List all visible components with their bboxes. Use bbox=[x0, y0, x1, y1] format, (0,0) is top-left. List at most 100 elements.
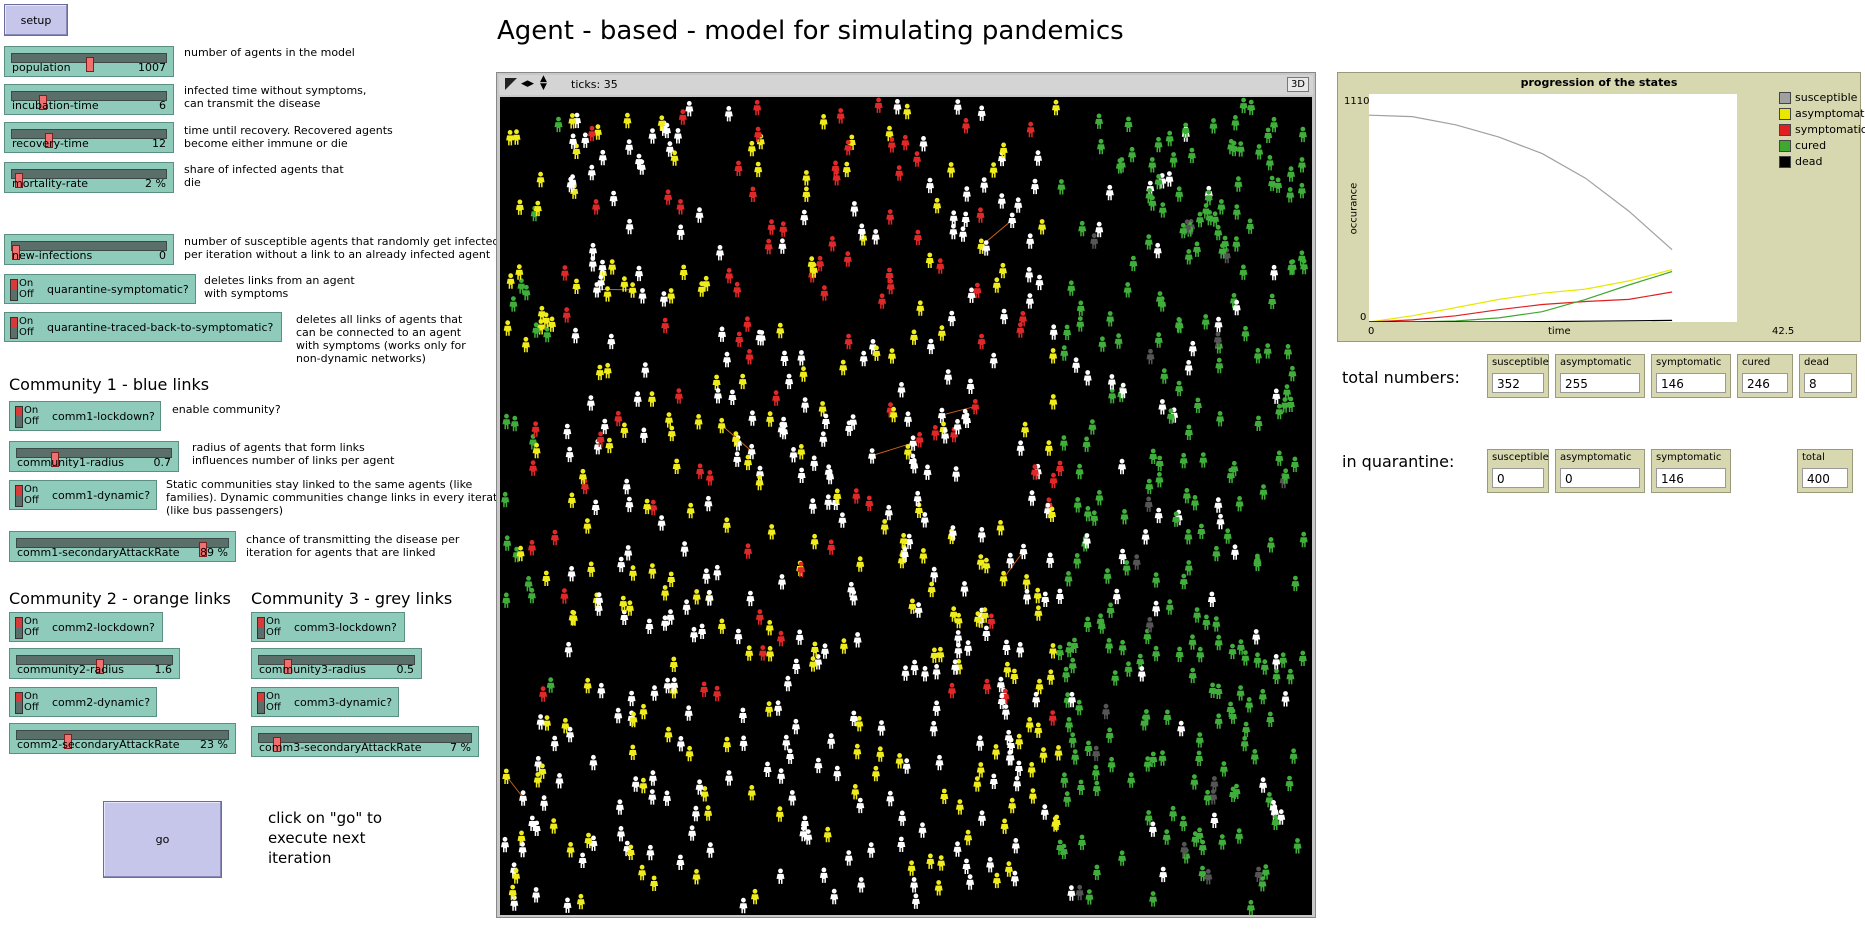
recovery-time-slider[interactable]: recovery-time 12 bbox=[4, 122, 174, 153]
slider-knob[interactable] bbox=[44, 133, 53, 148]
comm1-dynamic-switch[interactable]: On Off comm1-dynamic? bbox=[9, 480, 157, 510]
quarantine-traced-switch[interactable]: On Off quarantine-traced-back-to-symptoma… bbox=[4, 312, 282, 342]
slider-track bbox=[258, 733, 472, 752]
switch-label: comm3-dynamic? bbox=[294, 696, 393, 709]
note-comm1-lockdown: enable community? bbox=[172, 403, 281, 416]
comm1-lockdown-switch[interactable]: On Off comm1-lockdown? bbox=[9, 401, 161, 431]
setup-button[interactable]: setup bbox=[4, 4, 68, 36]
switch-toggle[interactable] bbox=[10, 317, 18, 339]
switch-label: quarantine-symptomatic? bbox=[47, 283, 189, 296]
slider-knob[interactable] bbox=[12, 245, 20, 260]
switch-toggle[interactable] bbox=[15, 692, 23, 714]
series-line-dead bbox=[1369, 319, 1673, 322]
switch-on-off-label: On Off bbox=[24, 484, 39, 506]
legend-cured: cured bbox=[1779, 139, 1826, 152]
slider-track bbox=[11, 91, 167, 110]
new-infections-slider[interactable]: new-infections 0 bbox=[4, 234, 174, 265]
series-line-symptomatic bbox=[1369, 291, 1673, 322]
community3-radius-slider[interactable]: community3-radius 0.5 bbox=[251, 648, 422, 679]
slider-value: 0 bbox=[159, 249, 166, 262]
slider-label: community3-radius bbox=[259, 663, 367, 676]
legend-asymptomatic: asymptomatic bbox=[1779, 107, 1865, 120]
page-title: Agent - based - model for simulating pan… bbox=[497, 16, 1124, 46]
total-symptomatic-monitor: symptomatic 146 bbox=[1651, 354, 1731, 398]
note-quarantine-traced: deletes all links of agents that can be … bbox=[296, 313, 466, 365]
slider-value: 6 bbox=[159, 99, 166, 112]
slider-track bbox=[258, 655, 415, 674]
comm3-dynamic-switch[interactable]: On Off comm3-dynamic? bbox=[251, 687, 399, 717]
slider-knob[interactable] bbox=[86, 57, 94, 72]
slider-track bbox=[16, 448, 172, 467]
community1-radius-slider[interactable]: community1-radius 0.7 bbox=[9, 441, 179, 472]
community3-header: Community 3 - grey links bbox=[251, 589, 453, 608]
switch-toggle[interactable] bbox=[10, 279, 18, 301]
monitor-label: symptomatic bbox=[1656, 357, 1722, 368]
slider-value: 2 % bbox=[145, 177, 166, 190]
total-cured-monitor: cured 246 bbox=[1737, 354, 1793, 398]
slider-label: comm3-secondaryAttackRate bbox=[259, 741, 422, 754]
note-recovery: time until recovery. Recovered agents be… bbox=[184, 124, 393, 150]
monitor-value: 0 bbox=[1560, 468, 1640, 488]
comm1-attack-rate-slider[interactable]: comm1-secondaryAttackRate 89 % bbox=[9, 531, 236, 562]
monitor-value: 352 bbox=[1492, 373, 1544, 393]
edit-shape-icon[interactable] bbox=[505, 78, 517, 90]
note-comm1-attack: chance of transmitting the disease per i… bbox=[246, 533, 460, 559]
switch-label: comm1-dynamic? bbox=[52, 489, 151, 502]
arrow-up-down-icon[interactable]: ▲ ▼ bbox=[540, 74, 547, 92]
note-quarantine-symptomatic: deletes links from an agent with symptom… bbox=[204, 274, 355, 300]
comm2-lockdown-switch[interactable]: On Off comm2-lockdown? bbox=[9, 612, 163, 642]
series-line-asymptomatic bbox=[1369, 269, 1673, 322]
switch-toggle[interactable] bbox=[15, 485, 23, 507]
series-line-susceptible bbox=[1369, 114, 1673, 251]
incubation-time-slider[interactable]: incubation-time 6 bbox=[4, 84, 174, 115]
monitor-label: susceptible bbox=[1492, 357, 1549, 368]
switch-on-off-label: On Off bbox=[19, 316, 34, 338]
population-slider[interactable]: population 1007 bbox=[4, 46, 174, 77]
monitor-value: 255 bbox=[1560, 373, 1640, 393]
slider-knob[interactable] bbox=[284, 659, 293, 674]
monitor-label: asymptomatic bbox=[1560, 452, 1632, 463]
slider-track bbox=[11, 129, 167, 148]
switch-on-off-label: On Off bbox=[24, 405, 39, 427]
legend-swatch bbox=[1779, 123, 1791, 136]
comm3-attack-rate-slider[interactable]: comm3-secondaryAttackRate 7 % bbox=[251, 726, 479, 757]
switch-toggle[interactable] bbox=[15, 406, 23, 428]
mortality-rate-slider[interactable]: mortality-rate 2 % bbox=[4, 162, 174, 193]
slider-label: comm2-secondaryAttackRate bbox=[17, 738, 180, 751]
comm2-dynamic-switch[interactable]: On Off comm2-dynamic? bbox=[9, 687, 157, 717]
slider-knob[interactable] bbox=[95, 659, 104, 674]
go-button[interactable]: go bbox=[103, 801, 222, 878]
switch-on-off-label: On Off bbox=[24, 616, 39, 638]
arrow-left-right-icon[interactable]: ◂▸ bbox=[521, 76, 535, 91]
quarantine-symptomatic-switch[interactable]: On Off quarantine-symptomatic? bbox=[4, 274, 196, 304]
agent-links bbox=[505, 219, 1024, 798]
switch-toggle[interactable] bbox=[15, 617, 23, 639]
community2-radius-slider[interactable]: community2-radius 1.6 bbox=[9, 648, 180, 679]
total-asymptomatic-monitor: asymptomatic 255 bbox=[1555, 354, 1645, 398]
legend-symptomatic: symptomatic bbox=[1779, 123, 1865, 136]
switch-on-off-label: On Off bbox=[266, 616, 281, 638]
quarantine-total-monitor: total 400 bbox=[1797, 449, 1853, 493]
slider-label: comm1-secondaryAttackRate bbox=[17, 546, 180, 559]
slider-track bbox=[11, 241, 167, 260]
comm2-attack-rate-slider[interactable]: comm2-secondaryAttackRate 23 % bbox=[9, 723, 236, 754]
slider-knob[interactable] bbox=[199, 542, 208, 557]
legend-label: dead bbox=[1795, 155, 1823, 168]
slider-knob[interactable] bbox=[14, 173, 23, 188]
slider-value: 0.7 bbox=[153, 456, 172, 469]
3d-button[interactable]: 3D bbox=[1286, 77, 1309, 92]
slider-label: community1-radius bbox=[17, 456, 125, 469]
slider-knob[interactable] bbox=[64, 734, 73, 749]
switch-toggle[interactable] bbox=[257, 617, 265, 639]
switch-label: quarantine-traced-back-to-symptomatic? bbox=[47, 321, 274, 334]
slider-label: community2-radius bbox=[17, 663, 125, 676]
comm3-lockdown-switch[interactable]: On Off comm3-lockdown? bbox=[251, 612, 405, 642]
world-canvas[interactable] bbox=[500, 97, 1312, 915]
note-comm1-radius: radius of agents that form links influen… bbox=[192, 441, 395, 467]
slider-knob[interactable] bbox=[51, 452, 60, 467]
switch-on-off-label: On Off bbox=[19, 278, 34, 300]
slider-knob[interactable] bbox=[38, 95, 47, 110]
monitor-label: symptomatic bbox=[1656, 452, 1722, 463]
switch-toggle[interactable] bbox=[257, 692, 265, 714]
slider-knob[interactable] bbox=[273, 737, 282, 752]
